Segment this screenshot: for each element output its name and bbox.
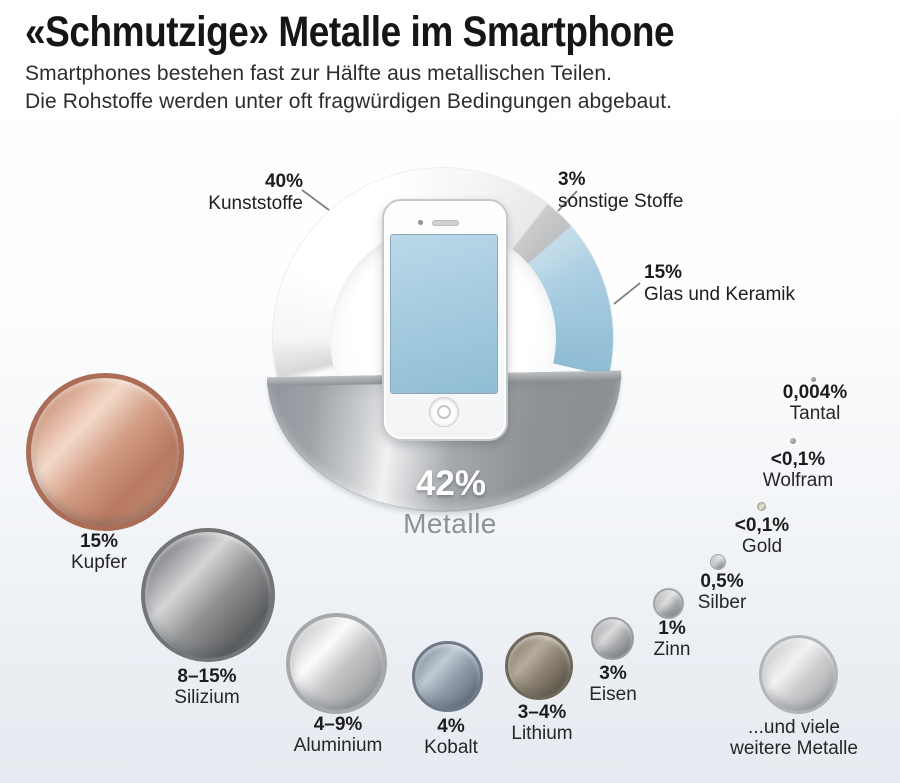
- sonstige-label: sonstige Stoffe: [558, 191, 684, 212]
- kobalt-coin: [412, 641, 483, 712]
- metalle-percent: 42%: [415, 464, 487, 503]
- silber-coin: [710, 554, 726, 570]
- weitere-metalle-label: ...und viele weitere Metalle: [730, 717, 858, 759]
- home-button-icon: [429, 397, 459, 427]
- silizium-coin: [141, 528, 275, 662]
- wolfram-coin: [790, 438, 796, 444]
- silber-label: 0,5% Silber: [697, 571, 747, 613]
- eisen-label: 3% Eisen: [589, 663, 637, 705]
- subtitle-line-1: Smartphones bestehen fast zur Hälfte aus…: [25, 62, 613, 85]
- aluminium-coin: [286, 613, 387, 714]
- gold-coin: [757, 502, 766, 511]
- zinn-label: 1% Zinn: [653, 618, 691, 660]
- tantal-coin: [811, 377, 816, 382]
- metalle-label: Metalle: [403, 508, 497, 539]
- kunststoffe-callout: 40% Kunststoffe: [148, 171, 303, 215]
- smartphone-illustration: [382, 199, 508, 441]
- lithium-label: 3–4% Lithium: [511, 702, 573, 744]
- sonstige-callout: 3% sonstige Stoffe: [558, 169, 683, 213]
- wolfram-label: <0,1% Wolfram: [762, 449, 834, 491]
- kunststoffe-pointer-line: [301, 189, 330, 211]
- kobalt-label: 4% Kobalt: [424, 716, 478, 758]
- page-title: «Schmutzige» Metalle im Smartphone: [25, 8, 675, 56]
- speaker-slot-icon: [432, 220, 459, 226]
- tantal-label: 0,004% Tantal: [782, 382, 848, 424]
- kunststoffe-percent: 40%: [264, 171, 303, 192]
- weitere-metalle-coin: [759, 635, 838, 714]
- silizium-label: 8–15% Silizium: [174, 666, 240, 708]
- subtitle-line-2: Die Rohstoffe werden unter oft fragwürdi…: [25, 90, 673, 113]
- sonstige-percent: 3%: [558, 169, 586, 190]
- phone-screen: [391, 235, 497, 393]
- glas-pointer-line: [613, 282, 641, 305]
- glas-callout: 15% Glas und Keramik: [644, 262, 795, 306]
- camera-dot-icon: [418, 220, 423, 225]
- kupfer-coin: [26, 373, 184, 531]
- glas-label: Glas und Keramik: [644, 284, 796, 305]
- zinn-coin: [653, 588, 684, 619]
- kunststoffe-label: Kunststoffe: [208, 193, 303, 214]
- gold-label: <0,1% Gold: [734, 515, 790, 557]
- aluminium-label: 4–9% Aluminium: [293, 714, 383, 756]
- eisen-coin: [591, 617, 634, 660]
- kupfer-label: 15% Kupfer: [71, 531, 127, 573]
- glas-percent: 15%: [644, 262, 683, 283]
- lithium-coin: [505, 632, 573, 700]
